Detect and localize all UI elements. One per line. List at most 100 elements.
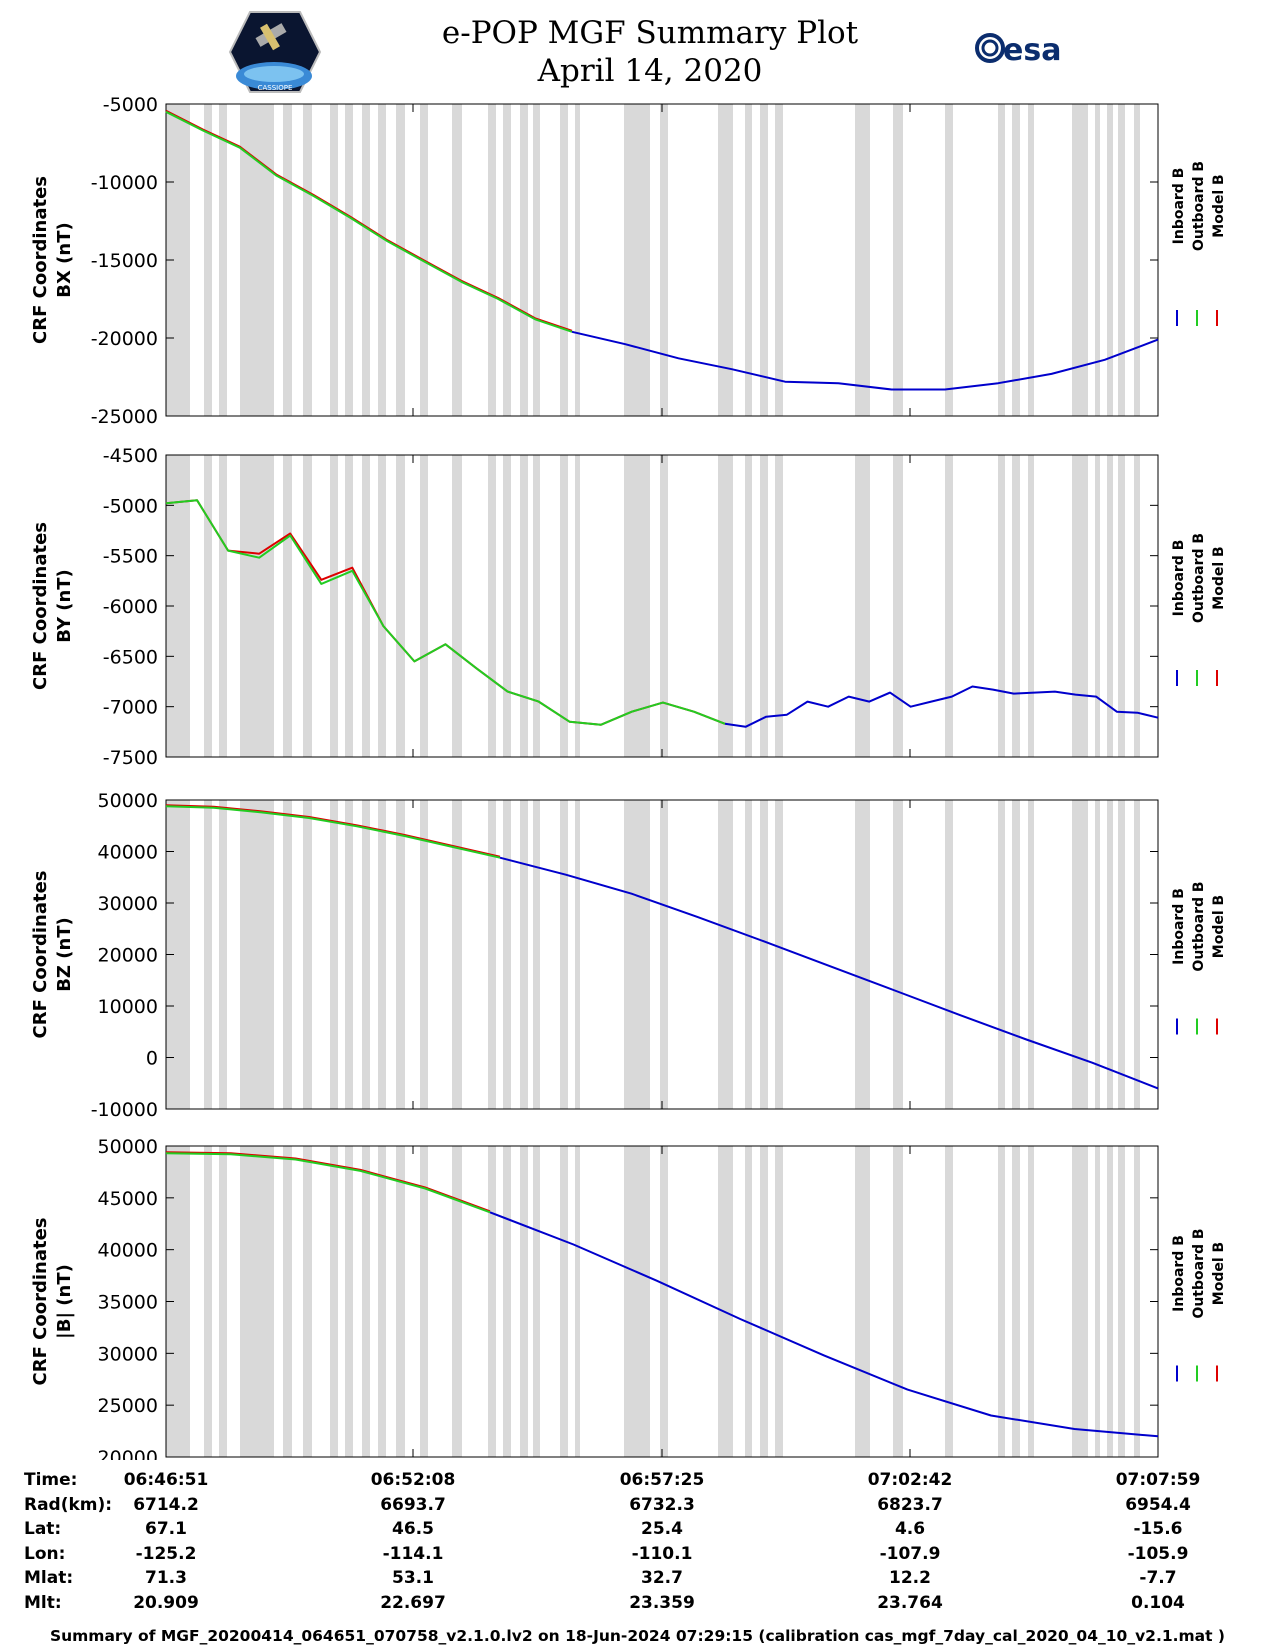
gap-band: [855, 1146, 870, 1457]
gap-band: [624, 455, 650, 757]
y-axis-label-line-2: BZ (nT): [54, 917, 75, 992]
plot-area: -5000 -10000 -15000 -20000 -25000 CRF Coordin…: [30, 94, 1227, 1460]
gap-band: [855, 800, 870, 1109]
gap-band: [345, 800, 353, 1109]
gap-band: [1107, 1146, 1113, 1457]
gap-band: [396, 1146, 405, 1457]
y-tick-label: 20000: [98, 1447, 158, 1460]
series-inboard-b: [499, 856, 1159, 1090]
info-value: 06:52:08: [370, 1470, 456, 1490]
info-row: Mlt: 20.909 22.697 23.359 23.764 0.104: [0, 1593, 1275, 1617]
info-value: 06:46:51: [123, 1470, 209, 1490]
gap-band: [998, 800, 1005, 1109]
gap-band: [1107, 104, 1113, 416]
info-label: Rad(km):: [24, 1494, 113, 1515]
info-value: 07:07:59: [1115, 1470, 1201, 1490]
legend-label-1: Outboard B: [1191, 881, 1207, 971]
gap-band: [533, 104, 540, 416]
y-tick-label: -7500: [103, 747, 158, 769]
gap-band: [345, 104, 353, 416]
info-row: Rad(km): 6714.2 6693.7 6732.3 6823.7 6954.4: [0, 1495, 1275, 1519]
gap-band: [893, 800, 903, 1109]
info-label: Mlat:: [24, 1568, 74, 1588]
y-tick-label: 45000: [98, 1188, 158, 1210]
info-value: 23.359: [629, 1592, 695, 1613]
gap-band: [718, 1146, 733, 1457]
panel-BY: -4500 -5000 -5500 -6000 -6500 -7000 -7500 CRF C…: [30, 445, 1227, 769]
gap-band: [718, 800, 733, 1109]
gap-band: [575, 1146, 580, 1457]
esa-logo: esa: [975, 33, 1061, 68]
y-axis-label-line-1: CRF Coordinates: [30, 1218, 51, 1386]
gap-band: [1095, 1146, 1100, 1457]
info-value: 67.1: [145, 1519, 187, 1539]
gap-band: [330, 800, 338, 1109]
gap-band: [283, 1146, 292, 1457]
panel-abs-B: 50000 45000 40000 35000 30000 25000 20000 CRF C…: [30, 1136, 1227, 1460]
gap-band: [560, 800, 568, 1109]
gap-band: [345, 1146, 353, 1457]
gap-band: [1012, 1146, 1020, 1457]
gap-band: [204, 104, 212, 416]
gap-band: [998, 1146, 1005, 1457]
series-outboard-b: [165, 1152, 491, 1214]
gap-band: [855, 455, 870, 757]
gap-band: [1134, 104, 1140, 416]
info-row: Lat: 67.1 46.5 25.4 4.6 -15.6: [0, 1519, 1275, 1543]
gap-band: [575, 104, 580, 416]
y-axis-label-line-2: BX (nT): [54, 222, 75, 297]
info-value: -7.7: [1139, 1568, 1177, 1588]
y-tick-label: 30000: [98, 893, 158, 915]
info-value: -114.1: [382, 1543, 444, 1564]
y-tick-label: -5000: [103, 495, 158, 517]
info-value: 6714.2: [133, 1494, 199, 1515]
esa-logo-text: esa: [1003, 33, 1061, 68]
gap-band: [760, 1146, 768, 1457]
series-inboard-b: [489, 1211, 1159, 1438]
footer-caption: Summary of MGF_20200414_064651_070758_v2…: [49, 1627, 1226, 1645]
gap-band: [1072, 800, 1088, 1109]
legend-label-2: Model B: [1211, 895, 1227, 958]
gap-band: [396, 104, 405, 416]
info-row: Time: 06:46:51 06:52:08 06:57:25 07:02:42 07:…: [0, 1470, 1275, 1494]
y-tick-label: 0: [146, 1048, 158, 1070]
gap-band: [560, 455, 568, 757]
gap-band: [378, 104, 386, 416]
gap-band: [945, 104, 953, 416]
y-tick-label: -5000: [103, 94, 158, 116]
info-value: 6732.3: [629, 1494, 695, 1515]
gap-band: [893, 104, 903, 416]
gap-band: [575, 800, 580, 1109]
y-tick-label: 10000: [98, 996, 158, 1018]
series-inboard-b: [724, 685, 1159, 728]
y-tick-label: 35000: [98, 1292, 158, 1314]
gap-band: [345, 455, 353, 757]
logo-left-text: CASSIOPE: [258, 84, 293, 92]
plot-title: e-POP MGF Summary Plot April 14, 2020: [380, 14, 920, 90]
gap-band: [1118, 800, 1125, 1109]
y-tick-label: 50000: [98, 1136, 158, 1158]
gap-band: [420, 455, 428, 757]
gap-band: [560, 1146, 568, 1457]
info-value: -105.9: [1127, 1543, 1189, 1564]
gap-band: [775, 800, 783, 1109]
info-value: 6823.7: [877, 1494, 943, 1515]
gap-band: [718, 455, 733, 757]
gap-band: [204, 1146, 212, 1457]
y-axis-label-line-2: BY (nT): [54, 569, 75, 643]
info-value: 23.764: [877, 1592, 943, 1613]
gap-band: [303, 1146, 312, 1457]
y-tick-label: 25000: [98, 1395, 158, 1417]
gap-band: [533, 1146, 540, 1457]
gap-band: [488, 455, 496, 757]
gap-band: [219, 455, 227, 757]
gap-band: [1095, 455, 1100, 757]
y-axis-label-line-2: |B| (nT): [54, 1264, 75, 1339]
series-model-b: [165, 1151, 491, 1213]
gap-band: [855, 104, 870, 416]
gap-band: [219, 800, 227, 1109]
gap-band: [745, 800, 752, 1109]
gap-band: [488, 1146, 496, 1457]
info-value: 6954.4: [1125, 1494, 1191, 1515]
gap-band: [219, 1146, 227, 1457]
